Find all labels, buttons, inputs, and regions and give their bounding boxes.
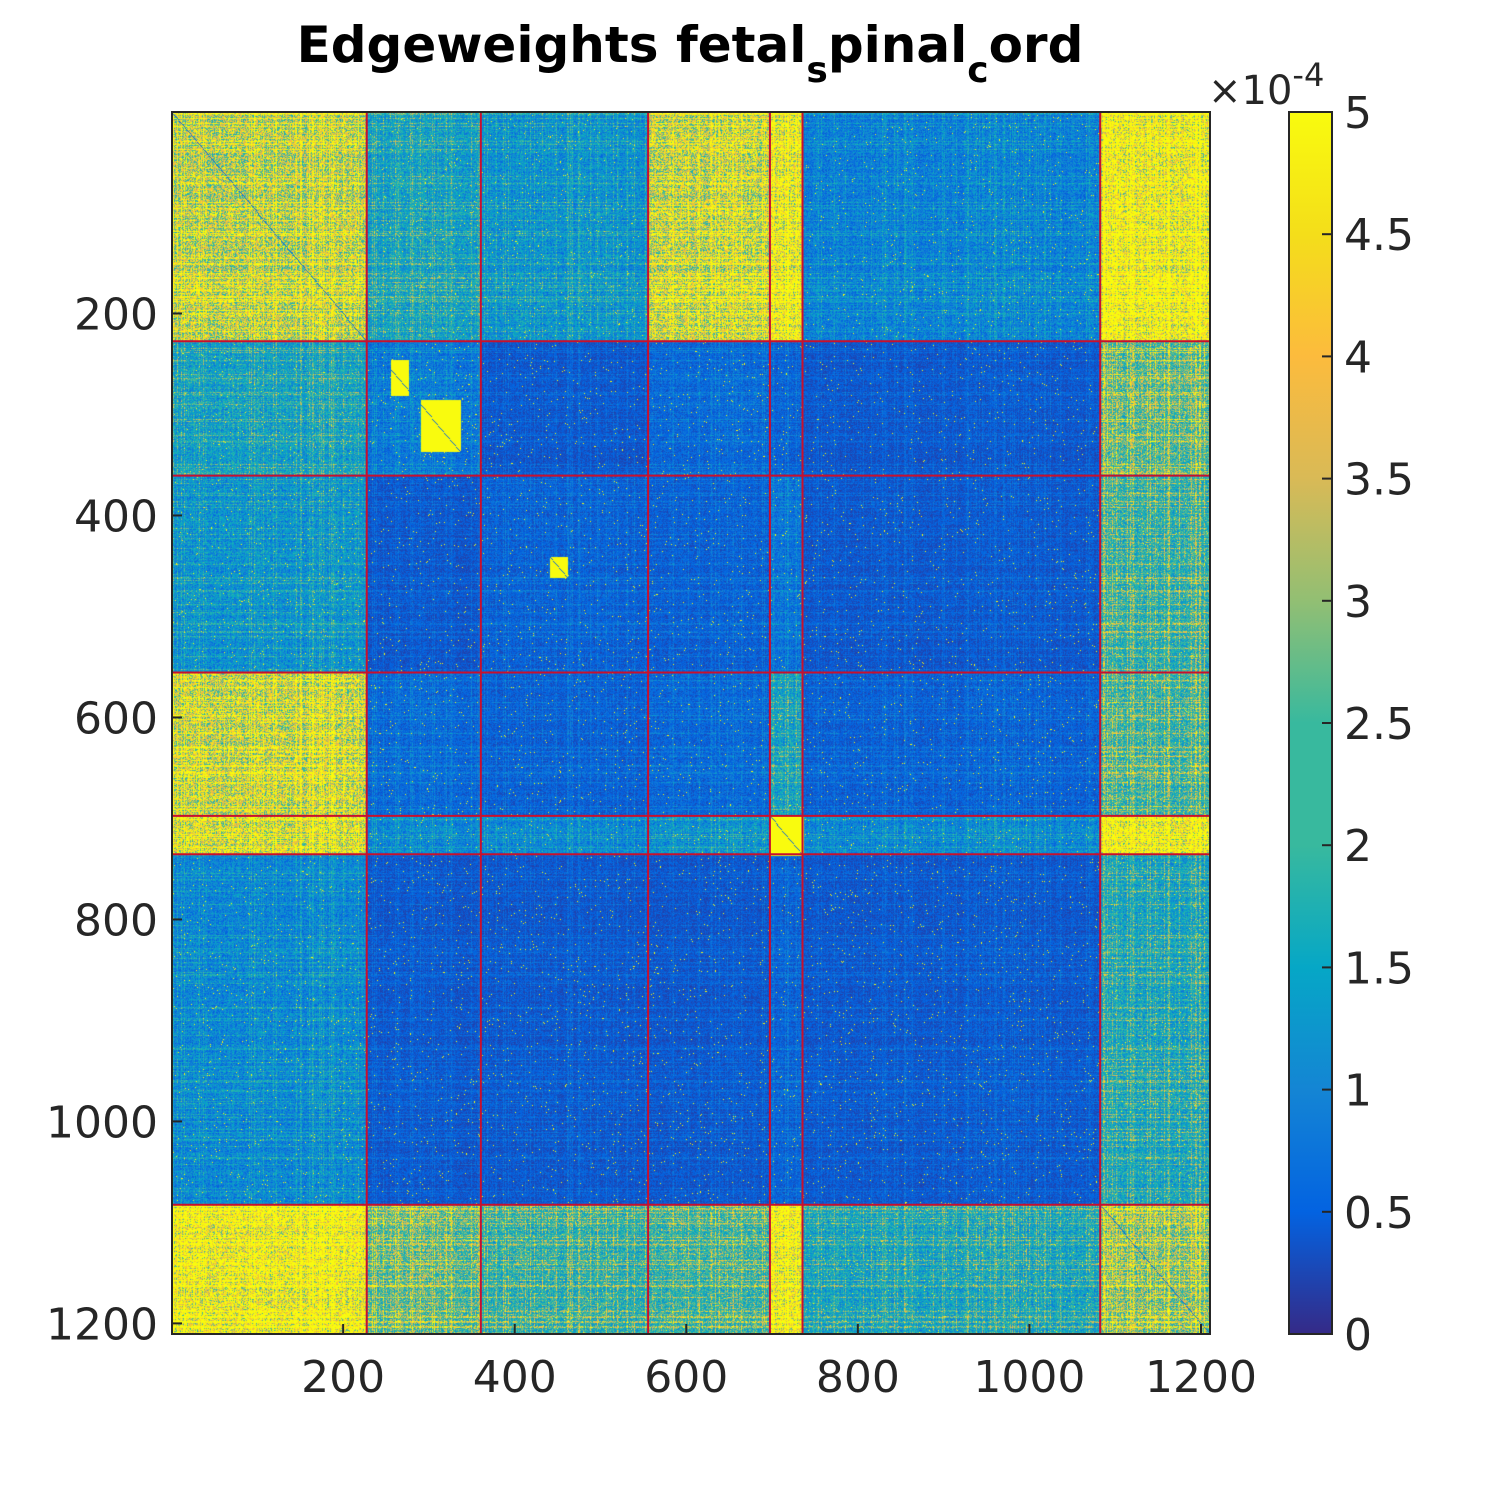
colorbar-tick-label: 1.5	[1344, 943, 1414, 994]
x-tick-label: 600	[644, 1352, 728, 1403]
colorbar-tick-label: 0.5	[1344, 1188, 1414, 1239]
colorbar-tick-label: 4	[1344, 332, 1372, 383]
y-tick-label: 200	[74, 289, 158, 340]
colorbar-tick-label: 2	[1344, 821, 1372, 872]
colorbar-tick-label: 3	[1344, 577, 1372, 628]
y-tick-label: 1000	[46, 1097, 158, 1148]
colorbar-tick-label: 0	[1344, 1310, 1372, 1361]
y-tick-label: 800	[74, 895, 158, 946]
x-tick-label: 800	[816, 1352, 900, 1403]
x-axis: 200 400 600 800 1000 1200	[301, 1324, 1257, 1403]
x-tick-label: 1200	[1145, 1352, 1257, 1403]
colorbar-tick-label: 4.5	[1344, 210, 1414, 261]
y-tick-label: 1200	[46, 1299, 158, 1350]
y-tick-label: 600	[74, 693, 158, 744]
heatmap-plot-area	[171, 111, 1211, 1335]
y-tick-label: 400	[74, 491, 158, 542]
heatmap-raster	[172, 112, 1210, 1334]
colorbar-multiplier: ×10-4	[1208, 56, 1324, 114]
x-tick-label: 200	[301, 1352, 385, 1403]
colorbar-tick-label: 1	[1344, 1066, 1372, 1117]
colorbar-tick-label: 2.5	[1344, 699, 1414, 750]
heatmap-raster-container	[172, 112, 1210, 1334]
x-tick-label: 1000	[973, 1352, 1085, 1403]
colorbar-tick-label: 3.5	[1344, 455, 1414, 506]
plot-frame	[171, 111, 1211, 1335]
y-axis: 200 400 600 800 1000 1200	[46, 289, 182, 1350]
colorbar: 0 0.5 1 1.5 2 2.5 3 3.5 4 4.5 5 ×10-4	[1208, 56, 1414, 1361]
x-tick-label: 400	[473, 1352, 557, 1403]
colorbar-tick-label: 5	[1344, 88, 1372, 139]
colorbar-ticks: 0 0.5 1 1.5 2 2.5 3 3.5 4 4.5 5	[1322, 88, 1414, 1361]
chart-title: Edgeweights fetalspinalcord	[297, 16, 1084, 91]
module-boundary-lines	[172, 112, 1210, 1334]
